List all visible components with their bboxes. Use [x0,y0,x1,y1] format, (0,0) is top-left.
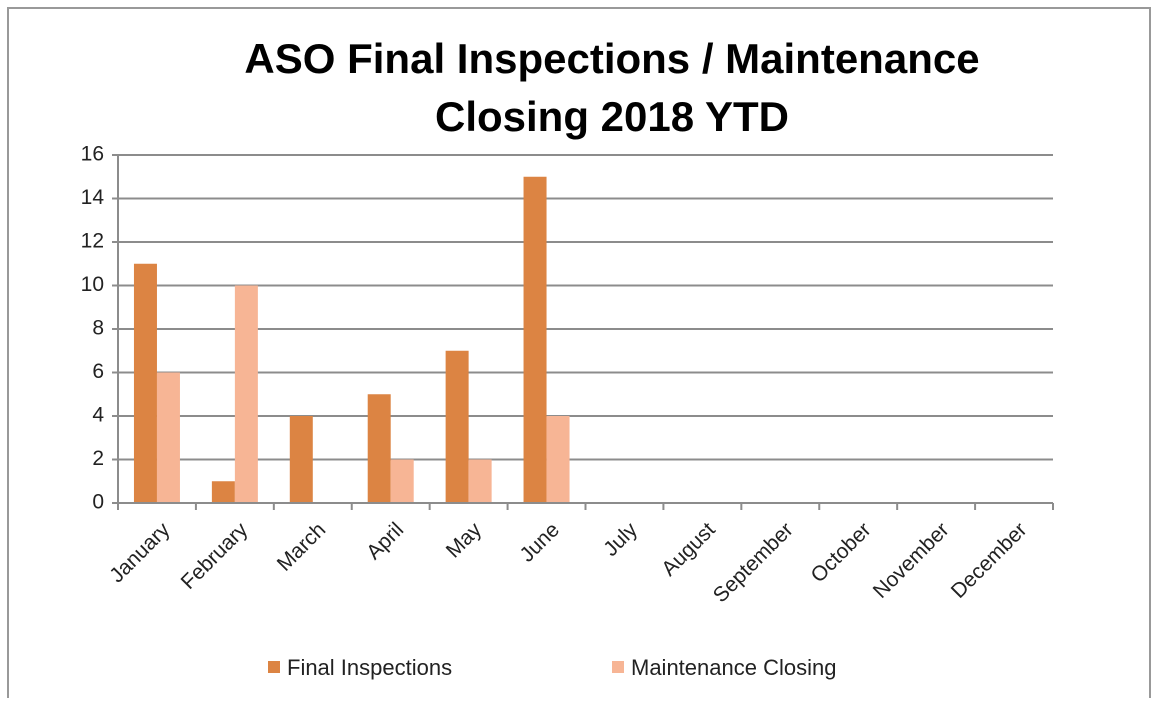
x-tick-label: July [599,518,642,561]
y-tick-label: 16 [81,143,104,166]
legend-swatch [268,661,280,673]
chart-frame [7,7,1151,698]
x-tick-label: December [947,518,1032,603]
y-tick-label: 14 [81,186,105,209]
bar [211,481,235,503]
x-tick-label: November [869,518,954,603]
y-tick-label: 6 [92,360,104,383]
legend-swatch [612,661,624,673]
y-tick-label: 8 [92,317,104,340]
legend-label: Final Inspections [287,655,452,680]
y-tick-label: 2 [92,447,104,470]
bar [390,459,414,503]
x-tick-label: October [807,518,876,587]
y-tick-label: 12 [81,230,104,253]
x-tick-label: September [709,518,798,607]
bar [367,394,391,503]
bar [523,176,547,503]
y-tick-label: 4 [92,404,104,427]
bar [289,416,313,503]
bar [445,350,469,503]
x-tick-label: April [362,518,408,564]
x-tick-label: May [442,518,487,563]
chart-title: ASO Final Inspections / Maintenance Clos… [244,35,980,140]
bar [468,459,492,503]
bar [133,263,157,503]
x-tick-label: August [657,518,720,581]
y-tick-label: 0 [92,491,104,514]
x-tick-label: June [516,518,564,566]
legend-label: Maintenance Closing [631,655,836,680]
x-tick-label: January [105,518,174,587]
x-tick-label: February [177,518,253,594]
bar [156,372,180,503]
bar [234,285,258,503]
x-tick-label: March [273,518,331,576]
y-tick-label: 10 [81,273,104,296]
bar [546,416,570,503]
